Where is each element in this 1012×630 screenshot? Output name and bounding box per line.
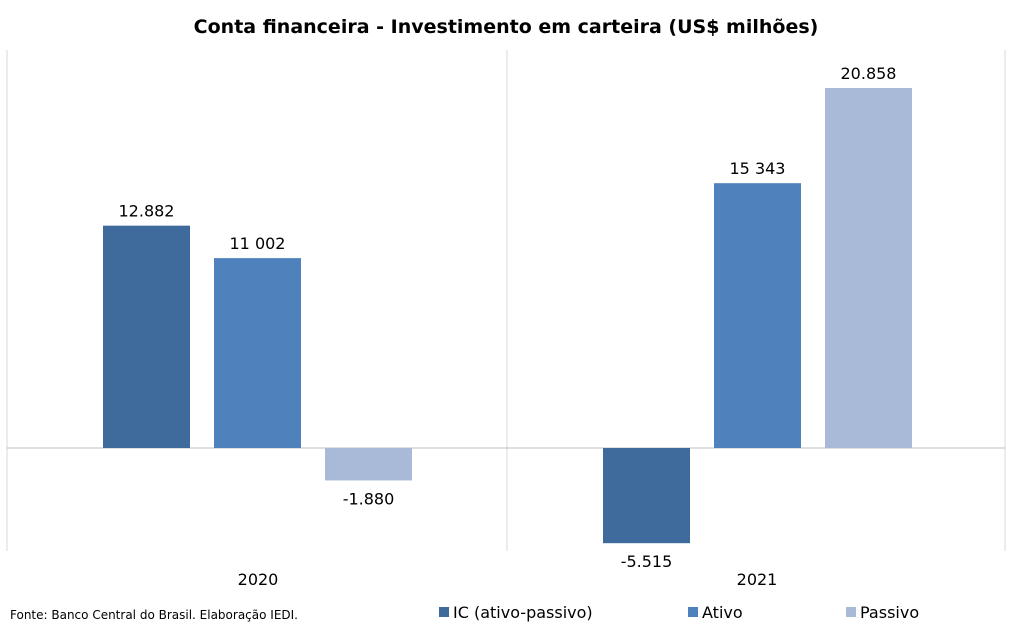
category-labels-group: 2020 2021 bbox=[238, 570, 778, 589]
data-label-2020-series-1: 12.882 bbox=[119, 202, 175, 221]
category-label-2021: 2021 bbox=[737, 570, 778, 589]
data-label-2020-series-2: 11 002 bbox=[230, 234, 286, 253]
bar-2021-series-2 bbox=[714, 183, 801, 448]
legend-label-series-1: IC (ativo-passivo) bbox=[453, 603, 593, 622]
data-label-2020-series-3: -1.880 bbox=[343, 489, 395, 508]
legend-label-series-2: Ativo bbox=[702, 603, 743, 622]
category-label-2020: 2020 bbox=[238, 570, 279, 589]
bars-group bbox=[103, 88, 912, 544]
bar-2020-series-3 bbox=[325, 448, 412, 481]
bar-2021-series-1 bbox=[603, 448, 690, 544]
legend: IC (ativo-passivo) Ativo Passivo bbox=[439, 603, 919, 622]
legend-swatch-series-2 bbox=[688, 607, 698, 617]
legend-swatch-series-3 bbox=[846, 607, 856, 617]
source-note: Fonte: Banco Central do Brasil. Elaboraç… bbox=[10, 608, 298, 622]
legend-swatch-series-1 bbox=[439, 607, 449, 617]
data-labels-group: 12.882 -5.515 11 002 15 343 -1.880 20.858 bbox=[119, 64, 897, 571]
data-label-2021-series-2: 15 343 bbox=[730, 159, 786, 178]
bar-2021-series-3 bbox=[825, 88, 912, 448]
data-label-2021-series-1: -5.515 bbox=[621, 552, 673, 571]
bar-2020-series-2 bbox=[214, 258, 301, 448]
bar-2020-series-1 bbox=[103, 225, 190, 448]
data-label-2021-series-3: 20.858 bbox=[841, 64, 897, 83]
chart-title: Conta financeira - Investimento em carte… bbox=[194, 16, 819, 38]
legend-label-series-3: Passivo bbox=[860, 603, 919, 622]
